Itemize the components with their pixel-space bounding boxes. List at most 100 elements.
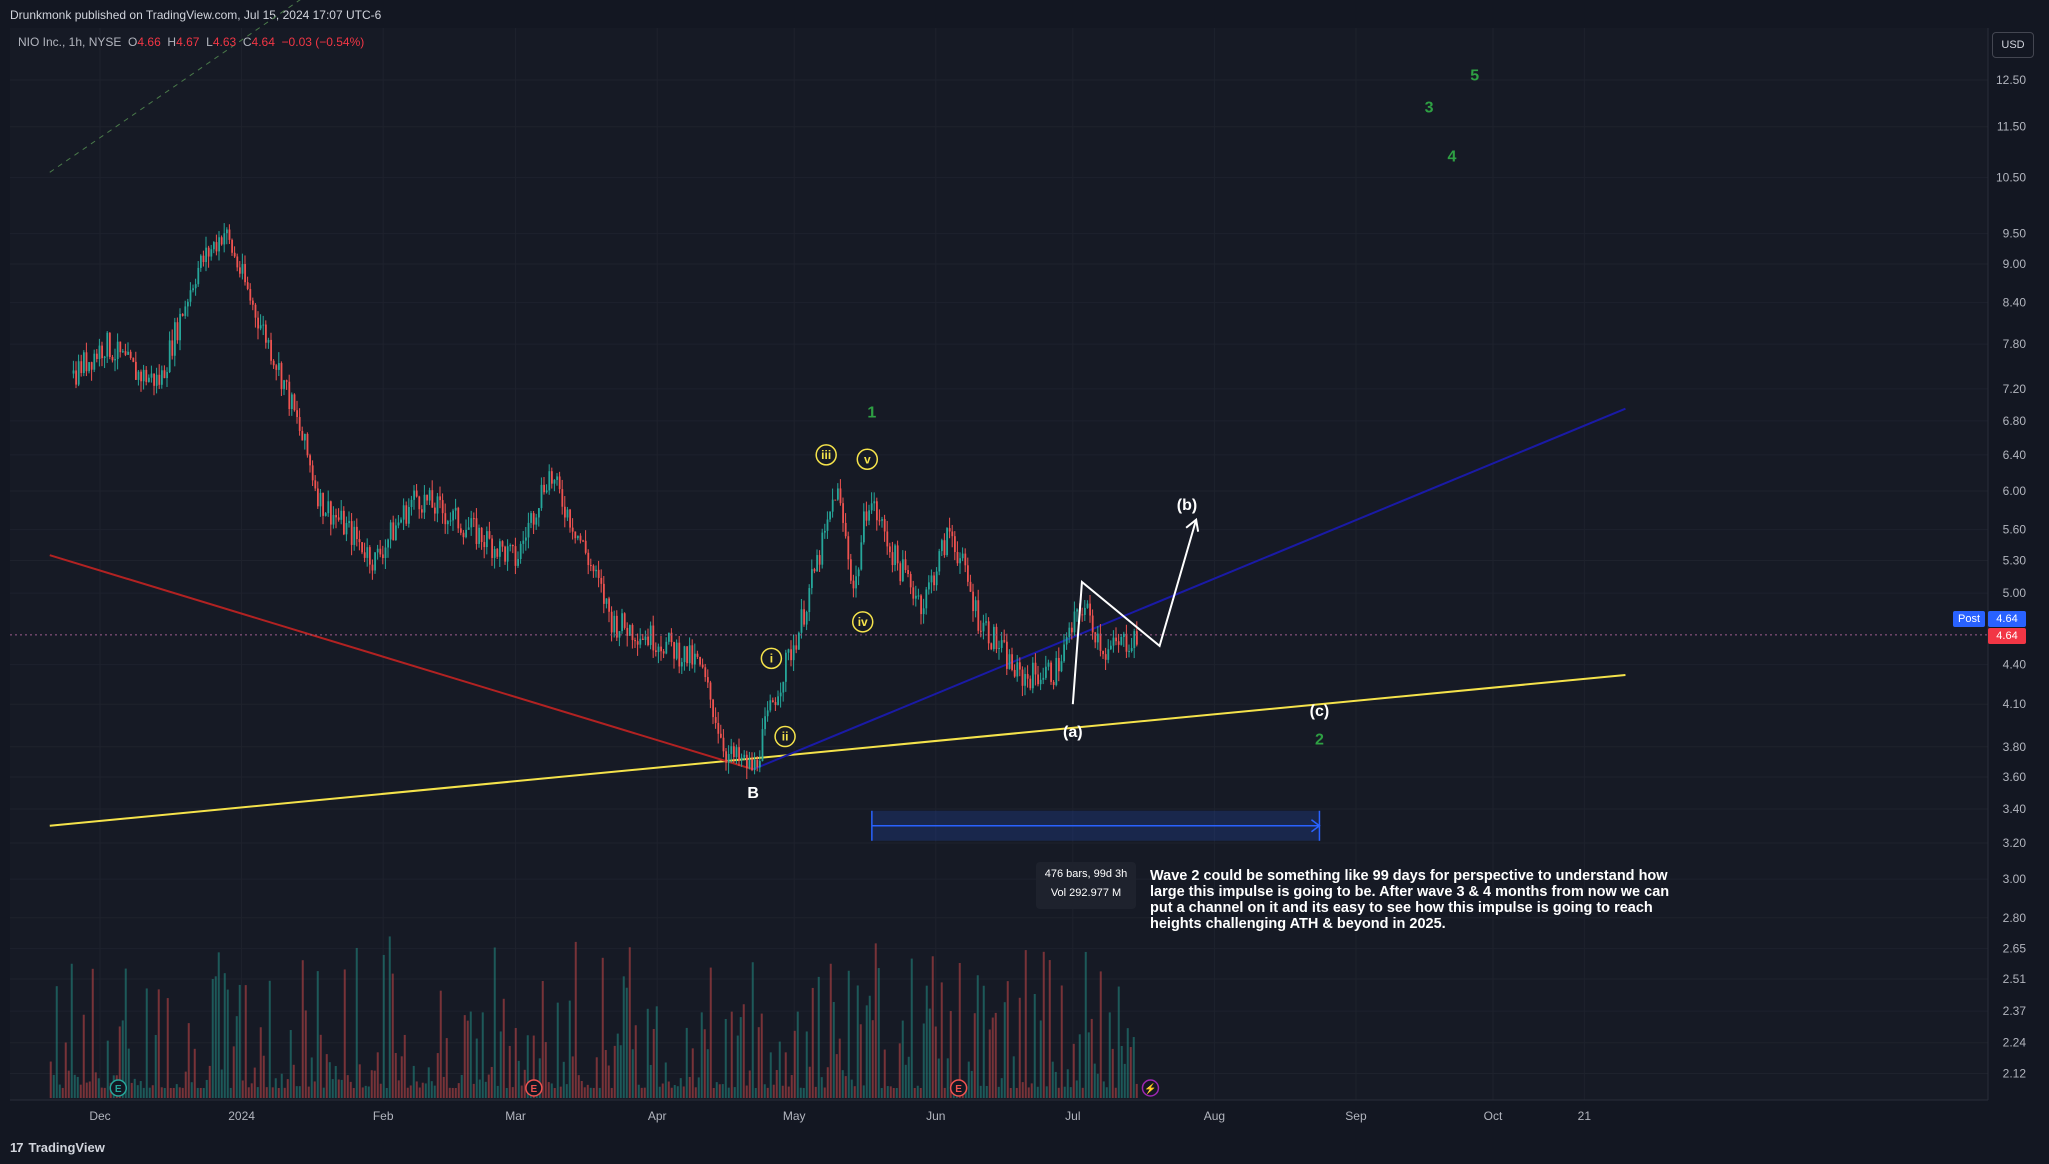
volume-bar (508, 1045, 511, 1098)
candle-body (262, 324, 265, 326)
volume-bar (244, 985, 247, 1098)
wave-label: 2 (1315, 731, 1324, 748)
candle-body (753, 759, 756, 771)
candle-body (1130, 648, 1133, 652)
candle-body (810, 569, 813, 589)
candle-body (1073, 611, 1076, 633)
wave-label: B (747, 785, 759, 802)
volume-bar (169, 1087, 172, 1098)
candle-body (550, 471, 553, 484)
x-axis-tick-label: Sep (1345, 1109, 1367, 1123)
volume-bar (358, 1064, 361, 1098)
candle-body (116, 341, 119, 360)
projection-path (1071, 519, 1198, 705)
symbol-legend[interactable]: NIO Inc., 1h, NYSE O4.66 H4.67 L4.63 C4.… (18, 35, 364, 49)
x-axis-tick-label: 21 (1578, 1109, 1592, 1123)
y-axis-tick-label: 6.40 (2003, 448, 2027, 462)
candle-body (914, 595, 917, 599)
last-price-tag: 4.64 (1988, 628, 2026, 644)
candle-body (1037, 674, 1039, 685)
candle-body (985, 621, 987, 623)
volume-bar (136, 1085, 139, 1098)
text-annotation[interactable]: Wave 2 could be something like 99 days f… (1150, 868, 1670, 932)
candle-body (992, 626, 995, 650)
currency-button[interactable]: USD (1992, 32, 2034, 58)
candle-body (210, 249, 213, 257)
candle-body (974, 600, 977, 612)
x-axis-tick-label: Apr (648, 1109, 667, 1123)
volume-bar (301, 960, 304, 1098)
candle-body (374, 552, 376, 571)
volume-bar (208, 1065, 211, 1098)
candle-body (1021, 669, 1024, 686)
volume-bar (826, 1067, 829, 1098)
volume-bar (349, 1081, 352, 1098)
candle-body (904, 559, 907, 571)
volume-bar (823, 1087, 826, 1098)
volume-bar (172, 1087, 175, 1098)
candle-body (82, 352, 85, 374)
candle-body (667, 632, 670, 642)
volume-bar (427, 1067, 430, 1098)
volume-bar (73, 1074, 76, 1098)
wave-label: 1 (867, 405, 876, 422)
candle-body (803, 609, 805, 625)
candle-body (153, 373, 155, 386)
y-axis-tick-label: 2.24 (2003, 1036, 2027, 1050)
volume-bar (442, 1076, 445, 1098)
volume-bar (769, 1052, 772, 1098)
chart-area[interactable] (10, 28, 1988, 1100)
candle-body (943, 540, 946, 556)
candle-body (696, 653, 699, 657)
volume-bar (334, 1066, 337, 1098)
candle-body (392, 522, 395, 541)
volume-bar (1048, 960, 1051, 1098)
candle-body (569, 509, 571, 528)
candle-body (511, 544, 514, 547)
volume-bar (706, 1049, 709, 1098)
tradingview-logo[interactable]: 17 TradingView (10, 1140, 105, 1155)
volume-bar (217, 952, 220, 1098)
event-marker-label: ⚡ (1144, 1082, 1156, 1095)
candle-body (329, 501, 332, 525)
candle-body (558, 476, 561, 490)
candle-body (470, 518, 473, 528)
volume-bar (853, 1086, 856, 1098)
volume-bar (1027, 1087, 1030, 1098)
volume-bar (85, 1082, 88, 1098)
volume-bar (574, 941, 577, 1098)
candle-body (602, 583, 605, 604)
candle-body (501, 541, 504, 547)
candle-body (301, 430, 304, 441)
volume-bar (940, 982, 943, 1098)
volume-bar (829, 963, 832, 1098)
volume-bar (436, 1053, 439, 1098)
candle-body (389, 522, 392, 540)
candle-body (862, 511, 865, 543)
candle-body (119, 341, 122, 353)
volume-bar (538, 1058, 541, 1098)
event-marker-label: E (115, 1084, 122, 1095)
volume-bar (595, 1057, 598, 1098)
volume-bar (760, 1013, 763, 1098)
candle-body (1120, 636, 1123, 645)
candle-body (1076, 609, 1078, 612)
volume-bar (520, 1085, 523, 1098)
volume-bar (484, 1081, 487, 1098)
candle-body (618, 631, 621, 638)
candle-body (1094, 632, 1097, 643)
candle-body (909, 573, 912, 588)
volume-bar (457, 1083, 460, 1098)
candle-body (769, 700, 772, 711)
wave-label: (c) (1310, 703, 1330, 720)
volume-bar (910, 958, 913, 1098)
candle-body (1016, 662, 1019, 677)
candle-body (108, 332, 111, 357)
volume-bar (157, 989, 160, 1098)
candle-body (379, 548, 382, 555)
volume-bar (70, 963, 73, 1098)
wave-label-circle (851, 611, 874, 633)
candle-body (816, 555, 818, 572)
candle-body (979, 630, 982, 632)
